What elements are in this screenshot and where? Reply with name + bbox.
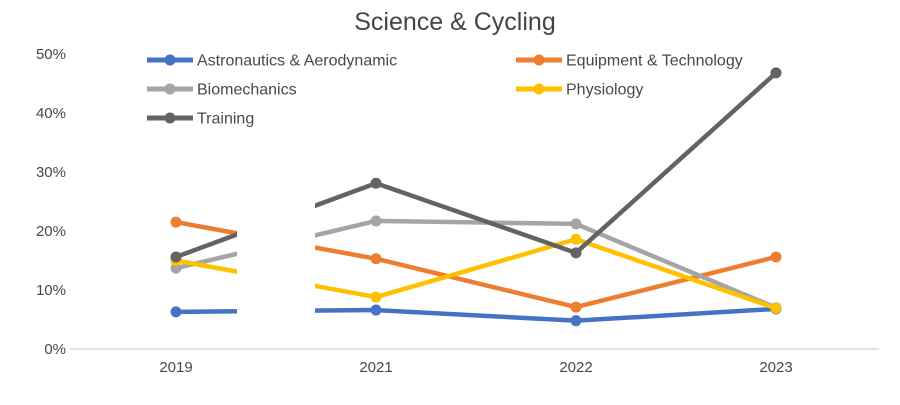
legend-marker-dot (164, 54, 176, 66)
data-point-marker (170, 216, 182, 228)
legend-marker-dot (164, 83, 176, 95)
x-axis-category-label: 2021 (359, 359, 392, 376)
chart-legend: Astronautics & Aerodynamic Biomechanics Tr… (147, 53, 743, 128)
plot-gap-artifact (237, 140, 315, 346)
x-axis-labels: 2019 2021 2022 2023 (159, 359, 792, 376)
data-point-marker (170, 306, 182, 318)
legend-item-training: Training (147, 111, 254, 128)
y-axis-ticks: 0% 10% 20% 30% 40% 50% (36, 46, 66, 358)
chart-title: Science & Cycling (354, 8, 555, 36)
x-axis-category-label: 2019 (159, 359, 192, 376)
y-axis-tick-label: 0% (44, 341, 66, 358)
data-point-marker (570, 315, 582, 327)
x-axis-category-label: 2023 (759, 359, 792, 376)
legend-label: Biomechanics (197, 82, 297, 99)
data-point-marker (570, 247, 582, 259)
data-point-marker (570, 233, 582, 245)
legend-marker-dot (533, 83, 545, 95)
legend-label: Astronautics & Aerodynamic (197, 53, 397, 70)
data-point-marker (770, 302, 782, 314)
y-axis-tick-label: 30% (36, 164, 66, 181)
x-axis-category-label: 2022 (559, 359, 592, 376)
data-point-marker (370, 304, 382, 316)
legend-item-physiology: Physiology (516, 82, 643, 99)
data-point-marker (170, 251, 182, 263)
data-point-marker (770, 67, 782, 79)
legend-label: Training (197, 111, 254, 128)
data-point-marker (370, 253, 382, 265)
legend-marker-dot (164, 112, 176, 124)
y-axis-tick-label: 50% (36, 46, 66, 63)
y-axis-tick-label: 10% (36, 282, 66, 299)
legend-item-astronautics-aerodynamic: Astronautics & Aerodynamic (147, 53, 397, 70)
legend-marker-dot (533, 54, 545, 66)
legend-item-equipment-technology: Equipment & Technology (516, 53, 743, 70)
data-point-marker (370, 291, 382, 303)
legend-label: Equipment & Technology (566, 53, 743, 70)
data-point-marker (370, 215, 382, 227)
legend-label: Physiology (566, 82, 643, 99)
data-point-marker (770, 251, 782, 263)
y-axis-tick-label: 40% (36, 105, 66, 122)
data-point-marker (170, 262, 182, 274)
legend-item-biomechanics: Biomechanics (147, 82, 297, 99)
data-point-marker (370, 177, 382, 189)
data-point-marker (570, 301, 582, 313)
y-axis-tick-label: 20% (36, 223, 66, 240)
data-point-marker (570, 218, 582, 230)
